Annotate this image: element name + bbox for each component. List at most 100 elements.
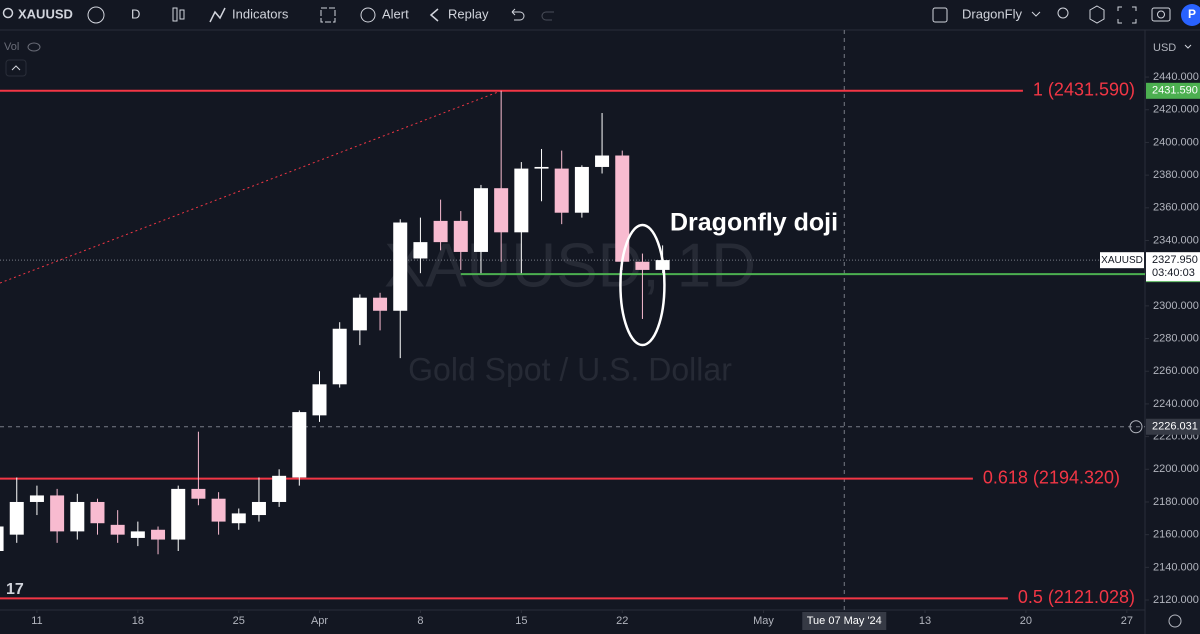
legend-area: Vol — [4, 41, 41, 77]
undo[interactable] — [511, 8, 525, 21]
candle-body — [352, 297, 367, 331]
volume-label[interactable]: Vol — [4, 41, 19, 53]
quick-search[interactable] — [1057, 7, 1069, 19]
templates-icon[interactable] — [320, 7, 336, 23]
tv-logo: 17 — [6, 581, 24, 598]
candle-body — [231, 513, 246, 524]
candle-body — [9, 501, 24, 535]
x-tick-label: 11 — [31, 615, 42, 627]
search-icon[interactable] — [2, 7, 14, 19]
last-price: 2327.950 — [1152, 254, 1198, 266]
candle-body — [534, 166, 549, 169]
collapse-arrow — [11, 65, 21, 71]
currency-dropdown[interactable] — [1184, 44, 1192, 49]
candle-body — [635, 261, 650, 270]
watermark: XAUUSD, 1D — [384, 231, 756, 300]
candle-body — [29, 495, 44, 502]
indicators-icon[interactable] — [209, 7, 226, 23]
layout-dropdown[interactable] — [1031, 11, 1041, 17]
x-tick-label: 18 — [132, 615, 144, 627]
crosshair-price-bg — [1146, 418, 1200, 435]
x-tick-label: 22 — [616, 615, 628, 627]
y-tick-label: 2280.000 — [1153, 332, 1199, 344]
crosshair-date: Tue 07 May '24 — [807, 615, 882, 627]
fib-level-label: 1 (2431.590) — [1033, 80, 1135, 100]
candle-body — [615, 155, 630, 262]
watermark-subtitle: Gold Spot / U.S. Dollar — [408, 351, 732, 387]
last-price-symbol-bg — [1100, 252, 1144, 269]
candle-body — [50, 495, 65, 532]
candle-body — [0, 526, 4, 552]
x-tick-label: Apr — [311, 615, 328, 627]
candle-body — [595, 155, 610, 167]
candle-body — [574, 166, 589, 213]
y-tick-label: 2420.000 — [1153, 104, 1199, 116]
alert-button[interactable]: Alert — [382, 6, 409, 21]
replay-icon[interactable] — [429, 8, 439, 22]
candle-body — [453, 220, 468, 252]
goto-date[interactable] — [1168, 614, 1182, 628]
candle-body — [554, 168, 569, 213]
candle-body — [514, 168, 529, 233]
avatar[interactable] — [1181, 4, 1200, 26]
interval[interactable]: D — [131, 6, 140, 21]
candle-body — [211, 498, 226, 522]
candle-body — [151, 529, 166, 540]
last-price-symbol: XAUUSD — [1101, 255, 1143, 266]
x-tick-label: May — [753, 615, 774, 627]
y-tick-label: 2120.000 — [1153, 594, 1199, 606]
y-tick-label: 2440.000 — [1153, 71, 1199, 83]
x-tick-label: 13 — [919, 615, 931, 627]
y-tick-label: 2380.000 — [1153, 169, 1199, 181]
candle-body — [413, 242, 428, 259]
candle-body — [292, 412, 307, 478]
snapshot[interactable] — [1151, 7, 1171, 22]
redo[interactable] — [541, 11, 554, 21]
crosshair-add[interactable] — [1129, 420, 1143, 434]
currency[interactable]: USD — [1153, 42, 1176, 54]
last-price-bg — [1146, 252, 1200, 282]
x-tick-label: 27 — [1121, 615, 1133, 627]
x-tick-label: 20 — [1020, 615, 1032, 627]
candle-body — [312, 384, 327, 416]
fib-price-label: 2431.590 — [1152, 85, 1198, 97]
fullscreen[interactable] — [1117, 6, 1137, 24]
chart-type-icon[interactable] — [179, 9, 185, 20]
collapse-button[interactable] — [5, 59, 27, 77]
y-tick-label: 2140.000 — [1153, 561, 1199, 573]
top-toolbar: XAUUSD D Indicators Alert Replay DragonF… — [0, 0, 1200, 31]
candle-body — [393, 222, 408, 311]
price-axis: USD — [1144, 30, 1192, 634]
hide-volume[interactable] — [27, 42, 41, 52]
candle-body — [171, 488, 186, 540]
candle-body — [130, 531, 145, 538]
replay-button[interactable]: Replay — [448, 6, 489, 21]
candle-body — [191, 488, 206, 499]
candle-body — [90, 501, 105, 524]
indicators-button[interactable]: Indicators — [232, 6, 289, 21]
candle-body — [70, 501, 85, 532]
symbol[interactable]: XAUUSD — [18, 6, 73, 21]
settings[interactable] — [1089, 5, 1105, 24]
fib-level-label: 0.5 (2121.028) — [1018, 587, 1135, 607]
y-tick-label: 2300.000 — [1153, 300, 1199, 312]
fib-level-label: 0.618 (2194.320) — [983, 467, 1120, 487]
crosshair-date-bg — [802, 612, 887, 630]
y-tick-label: 2360.000 — [1153, 202, 1199, 214]
candle-body — [251, 501, 266, 516]
fib-price-label-bg — [1146, 82, 1200, 99]
layout-name[interactable]: DragonFly — [962, 6, 1022, 21]
chart-type-icon[interactable] — [172, 7, 178, 22]
candle-body — [332, 328, 347, 385]
candle-body — [494, 188, 509, 233]
avatar-letter[interactable]: P — [1188, 7, 1196, 21]
layout-icon[interactable] — [932, 7, 948, 23]
alert-icon[interactable] — [360, 7, 376, 23]
y-tick-label: 2260.000 — [1153, 365, 1199, 377]
annotation-ellipse — [619, 223, 666, 347]
y-tick-label: 2240.000 — [1153, 398, 1199, 410]
y-tick-label: 2340.000 — [1153, 234, 1199, 246]
add-symbol[interactable] — [87, 6, 105, 24]
